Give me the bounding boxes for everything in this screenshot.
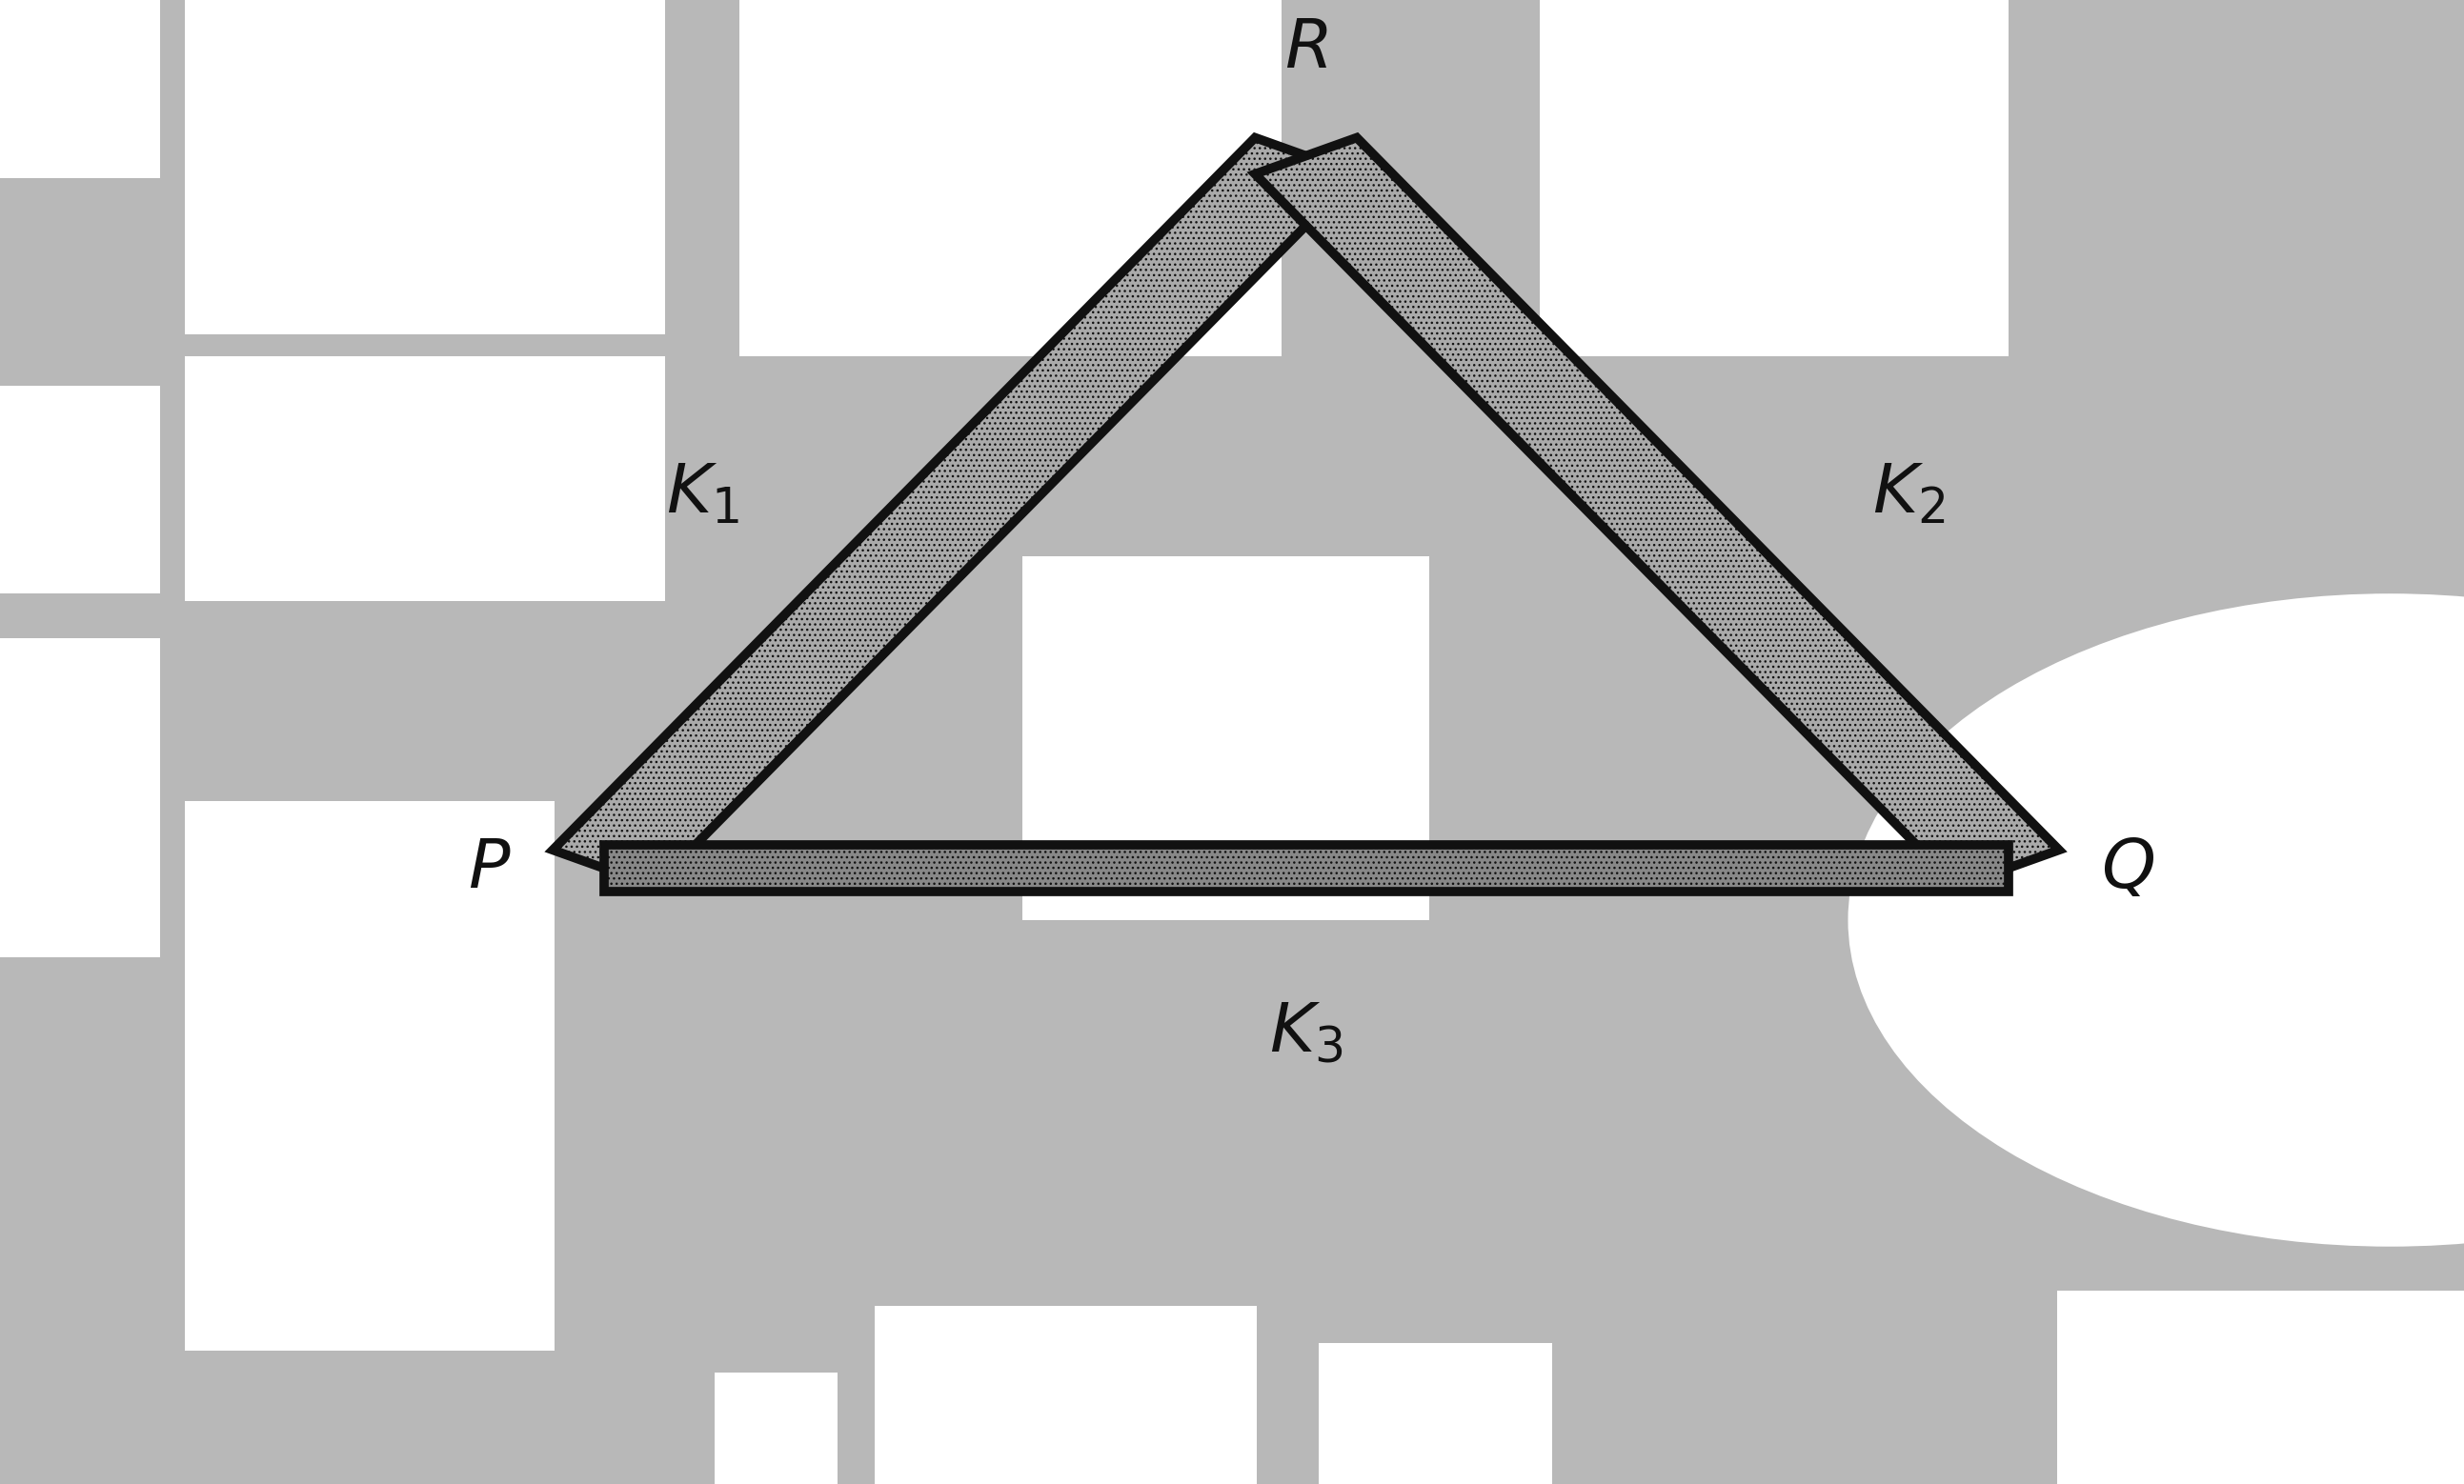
Bar xyxy=(1540,0,2008,356)
Bar xyxy=(0,0,160,178)
Bar xyxy=(1023,556,1429,920)
Bar xyxy=(0,638,160,957)
Bar xyxy=(1318,1343,1552,1484)
Polygon shape xyxy=(552,138,1358,886)
Bar xyxy=(739,0,1281,356)
Text: $K_3$: $K_3$ xyxy=(1269,999,1343,1066)
Polygon shape xyxy=(1254,138,2060,886)
Text: $Q$: $Q$ xyxy=(2099,834,2154,902)
Polygon shape xyxy=(604,844,2008,892)
Text: $K_2$: $K_2$ xyxy=(1873,460,1947,527)
Text: $P$: $P$ xyxy=(468,834,513,902)
Text: $R$: $R$ xyxy=(1284,13,1328,82)
Text: $K_1$: $K_1$ xyxy=(665,460,739,527)
Bar xyxy=(185,801,554,1350)
Bar xyxy=(875,1306,1257,1484)
Bar xyxy=(2057,1291,2464,1484)
Circle shape xyxy=(1848,594,2464,1247)
Bar xyxy=(185,0,665,334)
Bar xyxy=(0,386,160,594)
Bar xyxy=(715,1373,838,1484)
Bar xyxy=(185,356,665,601)
